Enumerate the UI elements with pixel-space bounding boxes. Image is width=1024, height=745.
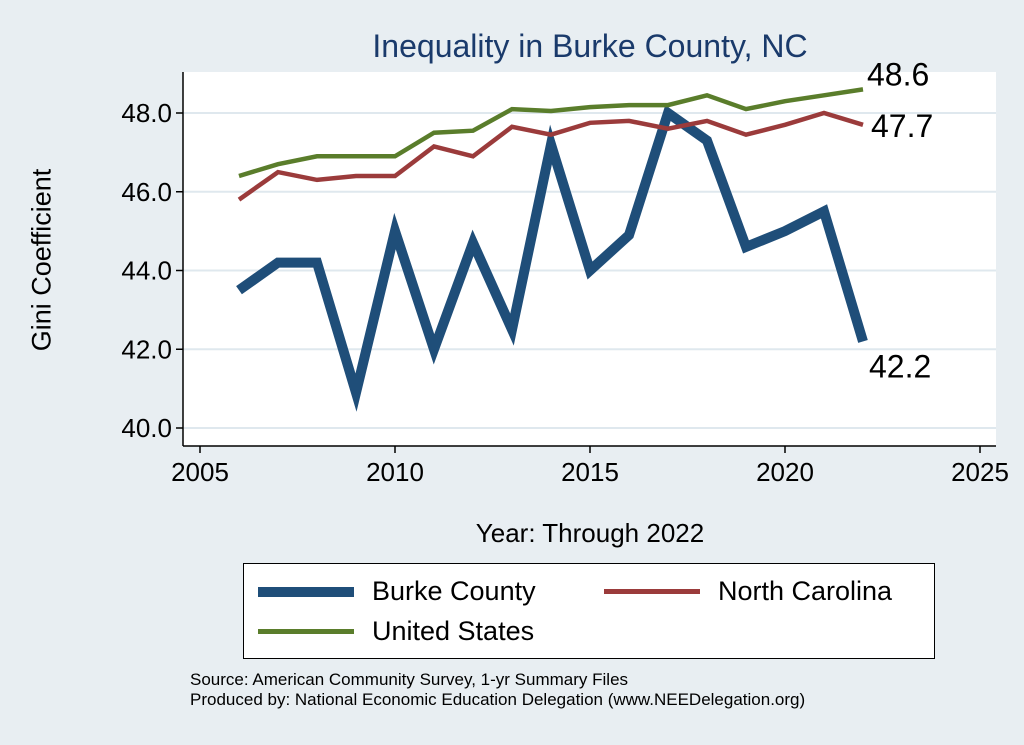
end-label-united-states: 48.6 — [867, 56, 929, 92]
legend-label-united-states: United States — [372, 616, 535, 646]
y-tick-label: 48.0 — [121, 98, 172, 128]
y-tick-label: 46.0 — [121, 177, 172, 207]
axes: 40.0 42.0 44.0 46.0 48.0 2005 2010 2015 2020 2025 — [121, 72, 1009, 487]
x-tick-label: 2010 — [366, 457, 424, 487]
x-tick-label: 2015 — [561, 457, 619, 487]
series-line-united-states — [238, 87, 864, 179]
series-lines — [236, 87, 868, 412]
legend-label-burke-county: Burke County — [372, 576, 536, 606]
legend-item-north-carolina: North Carolina — [604, 576, 892, 607]
legend: Burke County North Carolina United State… — [243, 563, 935, 659]
x-axis-label: Year: Through 2022 — [475, 518, 705, 548]
x-tick-label: 2025 — [951, 457, 1009, 487]
legend-label-north-carolina: North Carolina — [718, 576, 893, 606]
legend-swatch-burke-county — [258, 586, 354, 597]
legend-swatch-united-states — [258, 629, 354, 634]
legend-swatch-north-carolina — [604, 589, 700, 594]
y-tick-label: 44.0 — [121, 256, 172, 286]
produced-by-line: Produced by: National Economic Education… — [190, 690, 806, 709]
y-axis-label: Gini Coefficient — [26, 168, 57, 352]
legend-item-burke-county: Burke County — [258, 576, 536, 607]
series-line-burke-county — [236, 104, 868, 412]
end-labels: 42.2 47.7 48.6 — [867, 56, 933, 384]
end-label-north-carolina: 47.7 — [871, 108, 933, 144]
y-tick-label: 40.0 — [121, 413, 172, 443]
source-line: Source: American Community Survey, 1-yr … — [190, 670, 629, 689]
series-line-north-carolina — [237, 110, 864, 202]
y-tick-label: 42.0 — [121, 334, 172, 364]
source-note: Source: American Community Survey, 1-yr … — [190, 670, 805, 710]
chart-title: Inequality in Burke County, NC — [372, 28, 808, 64]
legend-item-united-states: United States — [258, 616, 534, 647]
end-label-burke-county: 42.2 — [869, 348, 931, 384]
x-tick-label: 2005 — [171, 457, 229, 487]
x-tick-label: 2020 — [756, 457, 814, 487]
